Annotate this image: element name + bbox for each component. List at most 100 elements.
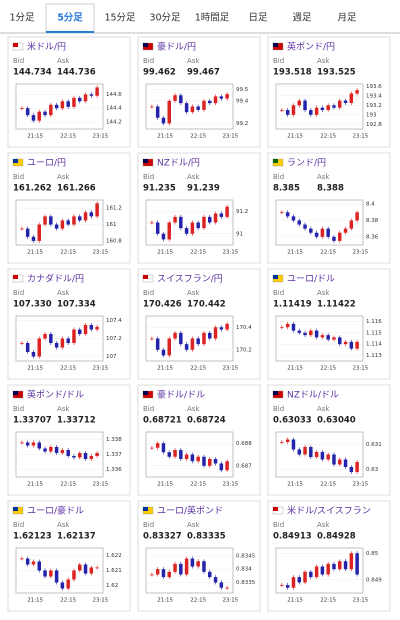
candle: [326, 228, 330, 237]
ask-label: Ask: [57, 57, 70, 65]
pair-name[interactable]: 英ポンド/円: [287, 41, 335, 53]
x-tick-label: 21:15: [27, 250, 43, 256]
pair-name[interactable]: ランド/円: [287, 158, 326, 169]
y-tick-label: 193: [366, 112, 377, 118]
x-tick-label: 23:15: [92, 250, 108, 256]
candle: [285, 323, 290, 328]
y-tick-label: 0.688: [236, 441, 252, 447]
pair-name[interactable]: 豪ドル/円: [157, 41, 196, 53]
tab[interactable]: 1時間足: [195, 13, 230, 24]
ask-value: 1.62137: [57, 532, 96, 542]
pair-name[interactable]: 米ドル/スイスフラン: [287, 505, 371, 517]
x-tick-label: 22:15: [190, 250, 206, 256]
pair-name[interactable]: スイスフラン/円: [157, 274, 223, 285]
candle: [349, 93, 354, 103]
tab[interactable]: 30分足: [149, 13, 181, 24]
tab[interactable]: 日足: [248, 13, 268, 24]
candle: [173, 216, 177, 223]
pair-name[interactable]: NZドル/ドル: [287, 391, 339, 401]
candle: [37, 224, 41, 241]
pair-name[interactable]: NZドル/円: [157, 158, 200, 169]
plot-area: [15, 199, 104, 246]
ask-value: 0.68724: [187, 416, 226, 426]
ask-value: 193.525: [317, 68, 356, 78]
tab[interactable]: 5分足: [57, 12, 83, 24]
candle: [285, 212, 290, 217]
candle: [285, 585, 290, 588]
tab[interactable]: 月足: [337, 13, 357, 24]
candle: [43, 111, 47, 116]
x-tick-label: 22:15: [60, 250, 76, 256]
candle: [343, 459, 348, 467]
candle: [89, 456, 94, 459]
ask-value: 1.33712: [57, 416, 96, 426]
candle: [95, 203, 99, 217]
x-tick-label: 22:15: [320, 250, 336, 256]
y-tick-label: 1.114: [366, 342, 382, 348]
bid-label: Bid: [13, 521, 24, 529]
candle: [37, 338, 41, 357]
y-tick-label: 91: [236, 231, 243, 237]
flag-mark: [273, 159, 278, 163]
y-tick-label: 99.2: [236, 121, 248, 127]
y-tick-label: 99.4: [236, 98, 249, 104]
ask-value: 8.388: [317, 184, 344, 194]
x-tick-label: 22:15: [320, 134, 336, 140]
candle: [338, 100, 342, 108]
tab[interactable]: 1分足: [9, 13, 35, 24]
pair-name[interactable]: ユーロ/豪ドル: [27, 505, 84, 517]
pair-name[interactable]: カナダドル/円: [27, 273, 84, 285]
flag-mark: [143, 43, 148, 47]
tab[interactable]: 週足: [292, 12, 312, 24]
candle: [60, 338, 65, 348]
candle: [167, 452, 171, 457]
bid-label: Bid: [143, 405, 154, 413]
ask-value: 0.84928: [317, 532, 356, 542]
candle: [343, 228, 348, 233]
candle: [43, 216, 47, 225]
x-tick-label: 23:15: [352, 134, 368, 140]
candle: [43, 448, 47, 452]
pair-name[interactable]: ユーロ/ドル: [287, 275, 335, 285]
candle: [280, 327, 284, 329]
x-tick-label: 23:15: [222, 134, 238, 140]
plot-area: [275, 199, 364, 246]
x-tick-label: 23:15: [352, 250, 368, 256]
y-tick-label: 161.2: [106, 206, 122, 212]
y-tick-label: 193.4: [366, 93, 382, 99]
pair-name[interactable]: ユーロ/英ポンド: [157, 505, 223, 517]
ask-label: Ask: [317, 173, 330, 181]
candle: [196, 561, 200, 567]
candle: [303, 332, 307, 336]
bid-value: 0.84913: [273, 532, 312, 542]
candle: [320, 566, 325, 575]
bid-value: 0.63033: [273, 416, 312, 426]
candle: [150, 447, 154, 449]
y-tick-label: 192.8: [366, 122, 382, 128]
x-tick-label: 22:15: [190, 598, 206, 604]
pair-name[interactable]: 豪ドル/ドル: [157, 389, 205, 401]
pair-name[interactable]: 米ドル/円: [27, 41, 66, 53]
ask-value: 99.467: [187, 68, 220, 78]
candle: [355, 462, 359, 472]
tab[interactable]: 15分足: [104, 13, 136, 24]
candle: [184, 344, 189, 350]
candle: [349, 220, 354, 229]
candle: [54, 570, 59, 583]
candle: [208, 332, 212, 339]
pair-name[interactable]: 英ポンド/ドル: [27, 389, 84, 401]
candle: [66, 338, 70, 343]
candle: [184, 228, 189, 234]
y-tick-label: 107: [106, 354, 117, 360]
bid-label: Bid: [273, 57, 284, 65]
bid-label: Bid: [143, 521, 154, 529]
bid-value: 170.426: [143, 300, 182, 310]
candle: [225, 323, 229, 330]
x-tick-label: 23:15: [222, 598, 238, 604]
pair-name[interactable]: ユーロ/円: [27, 158, 66, 169]
bid-label: Bid: [13, 173, 24, 181]
x-tick-label: 21:15: [27, 134, 43, 140]
x-tick-label: 22:15: [190, 366, 206, 372]
candle: [66, 220, 70, 225]
